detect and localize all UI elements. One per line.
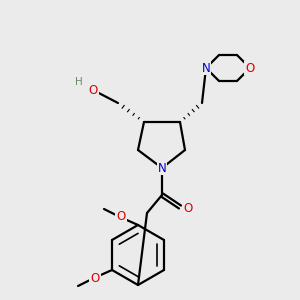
Text: O: O: [90, 272, 100, 284]
Text: N: N: [202, 61, 210, 74]
Text: O: O: [88, 83, 98, 97]
Text: N: N: [158, 161, 166, 175]
Text: H: H: [75, 77, 83, 87]
Text: O: O: [183, 202, 193, 215]
Text: O: O: [245, 61, 255, 74]
Text: O: O: [116, 211, 126, 224]
